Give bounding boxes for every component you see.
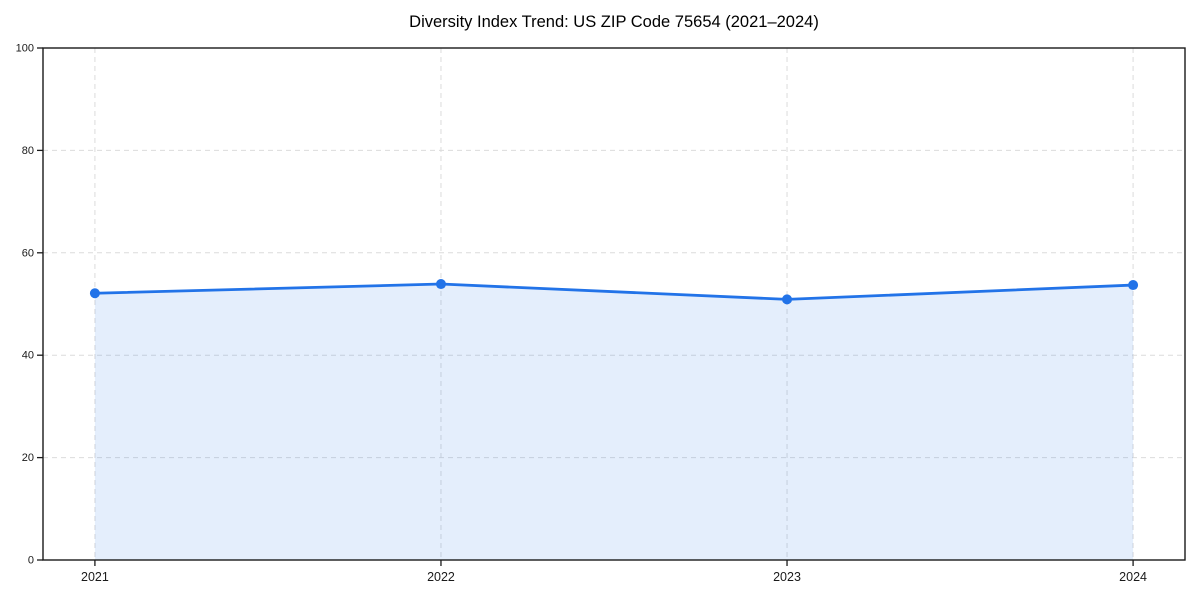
area-fill xyxy=(94,284,1134,560)
x-tick-label: 2024 xyxy=(1119,570,1147,584)
plot-frame xyxy=(42,47,1186,561)
y-tick-label: 60 xyxy=(22,247,34,259)
y-tick-label: 40 xyxy=(22,350,34,362)
x-tick-label: 2021 xyxy=(81,570,109,584)
data-point-marker xyxy=(1128,280,1139,291)
data-point-marker xyxy=(782,294,793,305)
y-tick-label: 20 xyxy=(22,452,34,464)
y-tick-label: 80 xyxy=(22,145,34,157)
x-tick-label: 2023 xyxy=(773,570,801,584)
y-tick-label: 0 xyxy=(28,555,34,567)
y-tick-label: 100 xyxy=(16,43,34,55)
data-point-marker xyxy=(435,279,446,290)
data-point-marker xyxy=(89,288,100,299)
chart-title: Diversity Index Trend: US ZIP Code 75654… xyxy=(409,13,819,31)
data-line xyxy=(93,282,1135,301)
x-tick-label: 2022 xyxy=(427,570,455,584)
